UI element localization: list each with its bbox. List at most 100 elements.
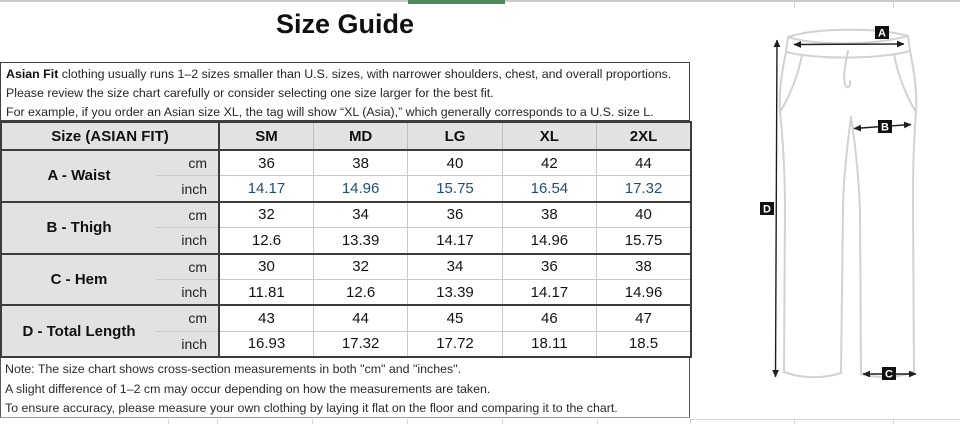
intro-note-box: Asian Fit clothing usually runs 1–2 size… — [0, 62, 690, 121]
intro-paragraph: Asian Fit clothing usually runs 1–2 size… — [6, 65, 684, 103]
unit-label: cm — [156, 252, 221, 280]
measurement-value: 40 — [407, 150, 503, 176]
measurement-row-label: B - Thigh — [1, 200, 156, 254]
measurement-value: 32 — [219, 200, 314, 228]
table-row-thigh-cm: B - Thigh cm 32 34 36 38 40 — [1, 200, 691, 254]
table-row-total-length-cm: D - Total Length cm 43 44 45 46 47 — [1, 304, 691, 357]
size-column-header: XL — [501, 122, 597, 151]
measurement-value: 14.17 — [407, 227, 503, 254]
grid-line — [597, 419, 598, 424]
grid-line — [794, 2, 795, 8]
note-line: To ensure accuracy, please measure your … — [5, 401, 618, 415]
note-line: A slight difference of 1–2 cm may occur … — [5, 381, 491, 396]
measurement-value: 14.17 — [219, 175, 314, 202]
grid-line — [502, 419, 503, 424]
unit-label: inch — [156, 227, 221, 254]
measurement-value: 12.6 — [219, 227, 314, 254]
measurement-value: 14.96 — [312, 175, 408, 202]
measurement-value: 17.72 — [407, 330, 503, 357]
measurement-value: 13.39 — [312, 227, 408, 254]
measurement-value: 18.11 — [501, 330, 597, 357]
size-column-header: SM — [219, 122, 314, 151]
size-chart-table: Size (ASIAN FIT) SM MD LG XL 2XL A - Wai… — [0, 121, 692, 358]
table-row-total-length-inch: inch 16.93 17.32 17.72 18.11 18.5 — [1, 330, 691, 357]
grid-line — [168, 419, 169, 424]
table-header-row: Size (ASIAN FIT) SM MD LG XL 2XL — [1, 122, 691, 151]
measurement-value: 16.93 — [219, 330, 314, 357]
measurement-value: 36 — [501, 252, 597, 280]
total-length-label-box — [760, 202, 774, 215]
thigh-label-box — [878, 120, 892, 133]
measurement-row-label: C - Hem — [1, 252, 156, 306]
measurement-value: 38 — [596, 252, 691, 280]
measurement-value: 43 — [219, 304, 314, 332]
measurement-value: 15.75 — [596, 227, 691, 254]
measurement-value: 16.54 — [501, 175, 597, 202]
measurement-value: 34 — [312, 200, 408, 228]
measurement-value: 40 — [596, 200, 691, 228]
measurement-value: 38 — [312, 150, 408, 176]
size-column-header: MD — [312, 122, 408, 151]
measurement-value: 14.96 — [501, 227, 597, 254]
measurement-value: 44 — [596, 150, 691, 176]
grid-line — [312, 419, 313, 424]
measurement-value: 14.17 — [501, 278, 597, 306]
table-row-hem-cm: C - Hem cm 30 32 34 36 38 — [1, 252, 691, 306]
grid-line — [690, 419, 691, 424]
top-progress-segment — [408, 0, 505, 4]
measurement-value: 47 — [596, 304, 691, 332]
measurement-value: 36 — [407, 200, 503, 228]
pants-measurement-diagram: A B C D — [760, 26, 918, 381]
grid-line — [893, 2, 894, 8]
grid-line — [217, 419, 218, 424]
measurement-value: 44 — [312, 304, 408, 332]
intro-lead-rest: clothing usually runs 1–2 sizes smaller … — [6, 67, 672, 100]
note-line: Note: The size chart shows cross-section… — [5, 362, 462, 376]
page-title: Size Guide — [275, 9, 415, 39]
measurement-value: 13.39 — [407, 278, 503, 306]
measurement-value: 12.6 — [312, 278, 408, 306]
hem-label-box — [882, 367, 896, 380]
measurement-value: 14.96 — [596, 278, 691, 306]
measurement-value: 17.32 — [596, 175, 691, 202]
size-column-header: 2XL — [596, 122, 691, 151]
diagram-labels: A B C D — [760, 26, 896, 381]
measurement-value: 46 — [501, 304, 597, 332]
measurement-value: 30 — [219, 252, 314, 280]
intro-example-line: For example, if you order an Asian size … — [6, 105, 654, 119]
unit-label: inch — [156, 278, 221, 306]
footer-notes-box: Note: The size chart shows cross-section… — [0, 358, 690, 418]
unit-label: cm — [156, 150, 221, 176]
grid-line — [893, 419, 894, 424]
table-row-thigh-inch: inch 12.6 13.39 14.17 14.96 15.75 — [1, 227, 691, 254]
measurement-value: 32 — [312, 252, 408, 280]
measurement-value: 18.5 — [596, 330, 691, 357]
table-row-hem-inch: inch 11.81 12.6 13.39 14.17 14.96 — [1, 278, 691, 306]
pants-outline — [778, 28, 918, 379]
measurement-row-label: D - Total Length — [1, 304, 156, 357]
measurement-arrows — [772, 39, 917, 378]
size-header-label: Size (ASIAN FIT) — [1, 122, 221, 151]
unit-label: cm — [156, 200, 221, 228]
hem-label: C — [885, 369, 893, 381]
waist-arrow — [793, 40, 905, 48]
measurement-value: 36 — [219, 150, 314, 176]
measurement-value: 15.75 — [407, 175, 503, 202]
measurement-row-label: A - Waist — [1, 150, 156, 202]
waist-label-box — [875, 26, 889, 39]
grid-line — [407, 419, 408, 424]
measurement-value: 34 — [407, 252, 503, 280]
waist-label: A — [878, 28, 886, 40]
unit-label: inch — [156, 330, 221, 357]
measurement-value: 45 — [407, 304, 503, 332]
thigh-label: B — [881, 122, 889, 134]
total-length-arrow — [772, 39, 781, 378]
measurement-value: 42 — [501, 150, 597, 176]
unit-label: inch — [156, 175, 221, 202]
intro-lead-text: Asian Fit — [6, 67, 59, 81]
table-row-waist-cm: A - Waist cm 36 38 40 42 44 — [1, 150, 691, 202]
measurement-value: 17.32 — [312, 330, 408, 357]
grid-line — [794, 419, 795, 424]
table-row-waist-inch: inch 14.17 14.96 15.75 16.54 17.32 — [1, 175, 691, 202]
